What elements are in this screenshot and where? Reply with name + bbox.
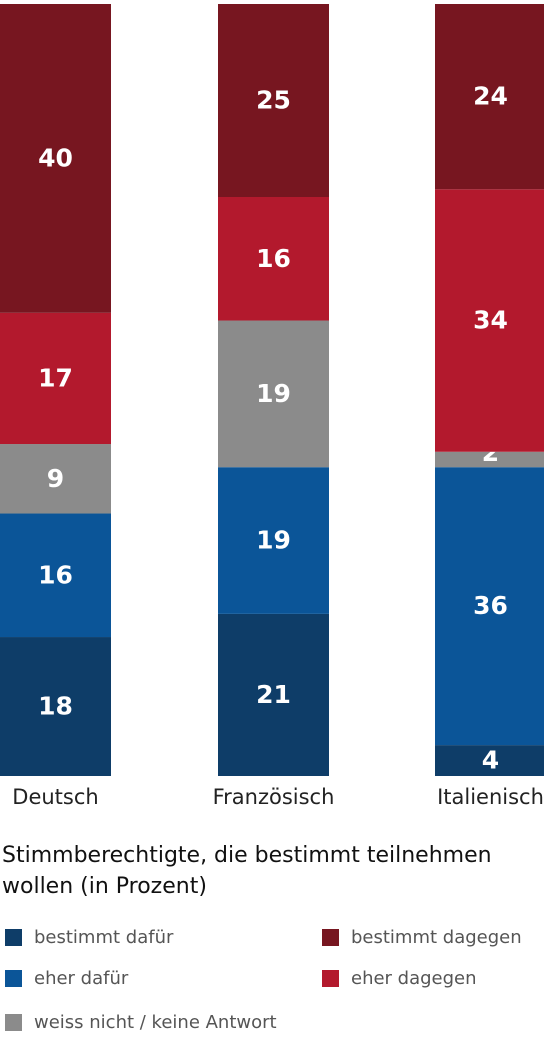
bar-segment	[435, 4, 544, 190]
legend-item: bestimmt dagegen	[322, 925, 522, 949]
bar-segment	[218, 4, 329, 197]
legend-swatch	[322, 928, 339, 946]
value-label: 17	[38, 363, 73, 392]
value-label: 40	[38, 143, 73, 172]
legend-item: eher dafür	[5, 966, 128, 990]
chart-title: Stimmberechtigte, die bestimmt teilnehme…	[2, 843, 492, 899]
value-label: 19	[256, 526, 291, 555]
legend-item: weiss nicht / keine Antwort	[5, 1010, 277, 1034]
legend-swatch	[5, 969, 22, 987]
value-label: 16	[38, 560, 73, 589]
legend-label: eher dagegen	[351, 967, 477, 989]
value-label: 16	[256, 244, 291, 273]
bar-segment	[218, 197, 329, 321]
bar-segment	[435, 451, 544, 468]
legend-swatch	[5, 928, 22, 946]
x-tick-label: Deutsch	[12, 785, 98, 809]
bar-segment	[218, 320, 329, 468]
bar-segment	[218, 613, 329, 776]
legend-item: bestimmt dafür	[5, 925, 173, 949]
value-label: 36	[473, 591, 508, 620]
value-label: 19	[256, 379, 291, 408]
legend-label: bestimmt dagegen	[351, 926, 522, 948]
value-label: 21	[256, 680, 291, 709]
value-label: 9	[47, 464, 64, 493]
bar-segment	[0, 513, 111, 638]
legend-swatch	[5, 1013, 22, 1031]
legend-label: bestimmt dafür	[34, 926, 174, 948]
legend-swatch	[322, 969, 339, 987]
value-label: 18	[38, 692, 73, 721]
x-tick-label: Französisch	[213, 785, 335, 809]
bar-segment	[0, 444, 111, 514]
bar-segment	[0, 4, 111, 313]
value-label: 34	[473, 306, 508, 335]
bar-segment	[435, 745, 544, 776]
legend-label: weiss nicht / keine Antwort	[34, 1011, 277, 1033]
bar-segment	[0, 637, 111, 776]
value-label: 25	[256, 86, 291, 115]
bar-segment	[435, 189, 544, 452]
value-label: 4	[482, 746, 499, 775]
chart: 18 16 9 17 40 Deutsch 21 19 19 16 25 Französisch 4 36…	[0, 4, 544, 809]
x-tick-label: Italienisch	[437, 785, 544, 809]
bar-segment	[218, 467, 329, 614]
legend-label: eher dafür	[34, 967, 129, 989]
bar-segment	[0, 312, 111, 445]
value-label: 24	[473, 82, 508, 111]
legend-item: eher dagegen	[322, 966, 477, 990]
bar-segment	[435, 467, 544, 746]
